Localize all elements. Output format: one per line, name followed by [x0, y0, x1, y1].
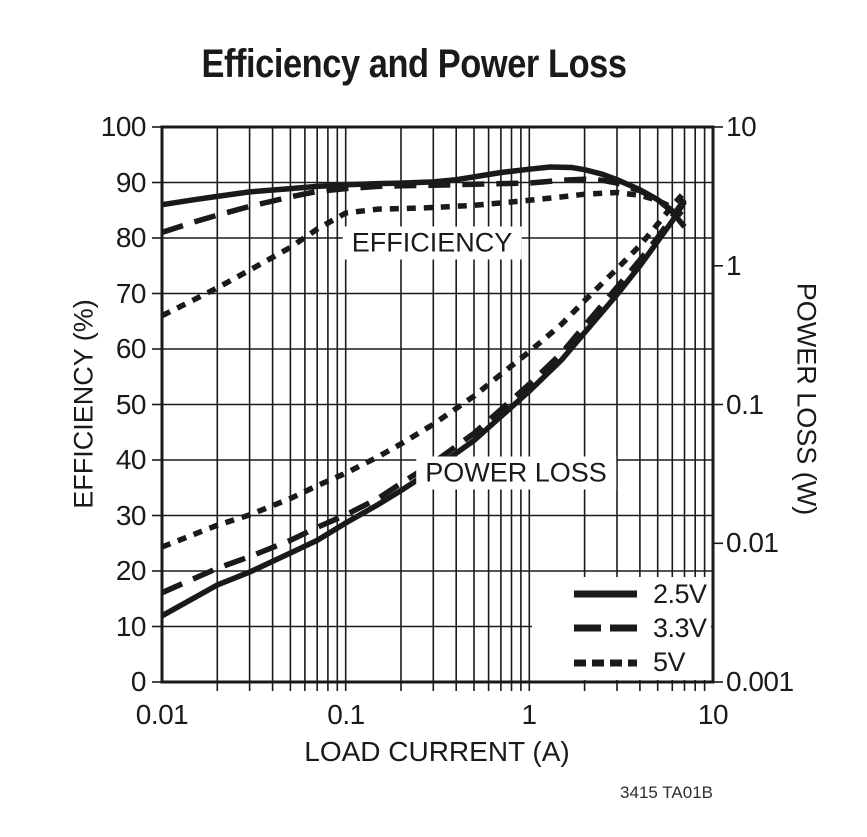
- legend-label: 5V: [653, 647, 686, 678]
- legend-entry-5V: 5V: [532, 647, 711, 678]
- figure-footnote: 3415 TA01B: [620, 783, 713, 802]
- x-tick-label: 10: [697, 699, 729, 730]
- y-right-tick-label: 1: [726, 250, 742, 281]
- x-tick-label: 1: [521, 699, 537, 730]
- y-left-tick-label: 20: [115, 555, 147, 586]
- y-left-tick-label: 10: [115, 611, 147, 642]
- y-left-tick-label: 50: [115, 389, 147, 420]
- annotation-power-loss: POWER LOSS: [416, 456, 616, 490]
- curve-power_loss-5V: [160, 190, 687, 550]
- plot-frame: [160, 125, 715, 684]
- y-right-tick-label: 0.1: [726, 389, 764, 420]
- y-left-tick-label: 40: [115, 444, 147, 475]
- legend-label: 2.5V: [653, 578, 707, 609]
- y-axis-right-title: POWER LOSS (W): [791, 282, 822, 516]
- x-axis-title: LOAD CURRENT (A): [304, 736, 570, 767]
- legend-entry-3.3V: 3.3V: [532, 613, 711, 644]
- y-left-tick-label: 90: [115, 167, 147, 198]
- y-left-tick-label: 100: [100, 111, 147, 142]
- legend: 2.5V 3.3V 5V: [532, 577, 711, 680]
- y-left-tick-label: 30: [115, 500, 147, 531]
- curve-power_loss-2.5V: [160, 200, 687, 619]
- curve-efficiency-2.5V: [161, 164, 687, 229]
- legend-label: 3.3V: [653, 612, 707, 643]
- y-right-tick-label: 0.01: [726, 527, 779, 558]
- x-tick-label: 0.01: [135, 699, 189, 730]
- x-tick-label: 0.1: [327, 699, 365, 730]
- y-left-tick-label: 70: [115, 278, 147, 309]
- y-right-tick-label: 10: [726, 111, 757, 142]
- chart-title: Efficiency and Power Loss: [201, 42, 627, 86]
- curve-efficiency-5V: [160, 189, 687, 319]
- curve-efficiency-3.3V: [161, 176, 687, 236]
- y-right-tick-label: 0.001: [726, 666, 794, 697]
- legend-line-sample-solid: [574, 590, 637, 598]
- curve-power_loss-3.3V: [160, 197, 687, 596]
- legend-line-sample-long-dash: [574, 624, 637, 632]
- legend-entry-2.5V: 2.5V: [532, 579, 711, 610]
- legend-line-sample-short-dash: [574, 659, 637, 667]
- y-left-tick-label: 60: [115, 333, 147, 364]
- y-left-tick-label: 0: [130, 666, 147, 697]
- y-left-tick-label: 80: [115, 222, 147, 253]
- annotation-efficiency: EFFICIENCY: [342, 226, 522, 260]
